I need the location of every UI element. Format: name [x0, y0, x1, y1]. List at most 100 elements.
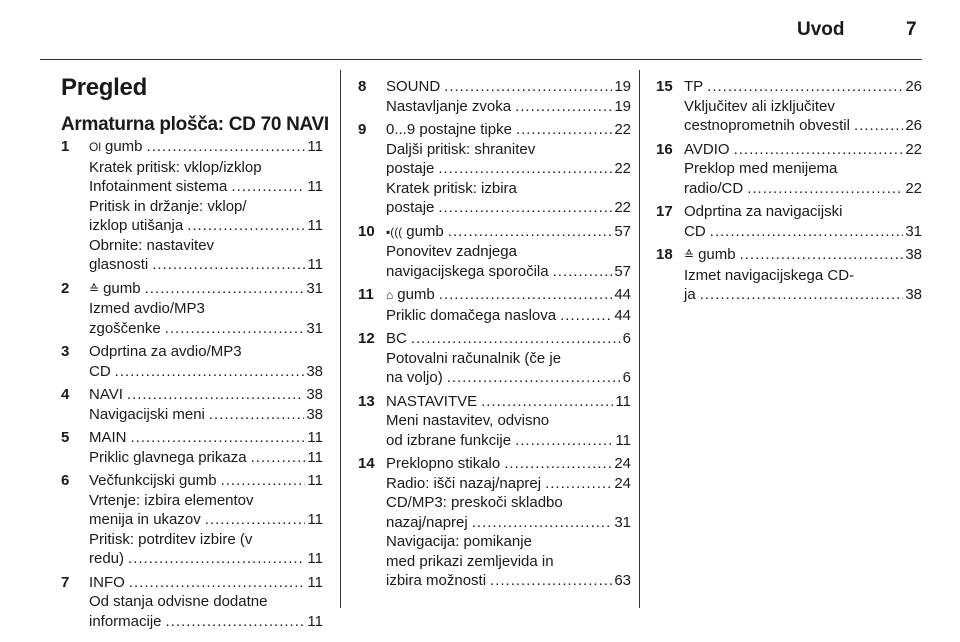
dot-leader: [740, 245, 904, 266]
entry-label: redu): [89, 550, 125, 567]
entry-line: Odprtina za avdio/MP3: [89, 342, 323, 362]
entry-label: AVDIO: [684, 140, 730, 158]
entry-text: Navigacijski meni: [89, 405, 205, 425]
entry-number: 2: [61, 279, 70, 297]
entry-number: 10: [358, 222, 375, 240]
entry-label: Daljši pritisk: shranitev: [386, 140, 536, 158]
entry-label: 0...9 postajne tipke: [386, 121, 512, 138]
entry-number: 4: [61, 386, 70, 403]
page-ref: 11: [307, 550, 323, 567]
home-icon: ⌂: [386, 288, 394, 302]
entry-line: AVDIO 22: [684, 140, 922, 160]
entry-text: Preklopno stikalo: [386, 454, 500, 474]
page-ref: 19: [614, 97, 631, 115]
dot-leader: [504, 454, 612, 474]
page-ref: 11: [307, 511, 323, 528]
page-heading: Pregled: [61, 74, 147, 101]
entry-text: menija in ukazov: [89, 510, 201, 530]
entry-text: Od stanja odvisne dodatne: [89, 592, 267, 612]
entry-label: cestnoprometnih obvestil: [684, 117, 850, 134]
entry-line: CD 38: [89, 362, 323, 382]
entry-text: Preklop med menijema: [684, 159, 837, 179]
entry-line: ≙gumb 31: [89, 279, 323, 300]
page-ref: 11: [307, 448, 323, 466]
dot-leader: [545, 474, 612, 494]
entry-number: 15: [656, 78, 673, 95]
entry-label: CD: [684, 222, 706, 240]
entry-text: ≙ gumb: [684, 245, 736, 266]
entry-label: med prikazi zemljevida in: [386, 552, 554, 570]
entry-label: izbira možnosti: [386, 572, 487, 589]
entry-line: Izmed avdio/MP3: [89, 299, 323, 319]
entry-text: SOUND: [386, 77, 440, 97]
entry-number: 12: [358, 330, 375, 347]
entry-label: informacije: [89, 612, 162, 630]
entry-line: Preklopno stikalo 24: [386, 454, 631, 474]
page-ref: 11: [307, 472, 323, 489]
header-rule: [40, 59, 922, 60]
dot-leader: [472, 513, 613, 533]
entry-label: Večfunkcijski gumb: [89, 472, 217, 489]
dot-leader: [854, 116, 903, 136]
page-ref: 24: [614, 474, 631, 492]
entry-line: Meni nastavitev, odvisno: [386, 411, 631, 431]
entry-line: postaje 22: [386, 198, 631, 218]
page-ref: 22: [614, 121, 631, 138]
entry-label: Odprtina za avdio/MP3: [89, 343, 242, 360]
entry-label: Navigacija: pomikanje: [386, 533, 532, 550]
page-number: 7: [906, 19, 917, 40]
entry-label: Navigacijski meni: [89, 405, 205, 423]
entry-line: nazaj/naprej 31: [386, 513, 631, 533]
page-ref: 11: [615, 431, 631, 449]
entry-label: Kratek pritisk: vklop/izklop: [89, 158, 262, 176]
page-ref: 11: [615, 392, 631, 410]
entry-text: Navigacija: pomikanje: [386, 532, 532, 552]
entry-line: Odprtina za navigacijski: [684, 202, 922, 222]
page-ref: 26: [905, 78, 922, 95]
entry-line: med prikazi zemljevida in: [386, 552, 631, 572]
entry-label: Potovalni računalnik (če je: [386, 349, 562, 367]
entry-text: na voljo): [386, 368, 443, 388]
entry-label: Pritisk: potrditev izbire (v: [89, 530, 253, 548]
dot-leader: [560, 306, 612, 326]
entry-label: postaje: [386, 160, 435, 177]
entry-line: Obrnite: nastavitev: [89, 236, 323, 256]
entry-label: menija in ukazov: [89, 511, 201, 528]
entry-line: ⌂gumb 44: [386, 285, 631, 306]
entry-text: postaje: [386, 159, 434, 179]
dot-leader: [439, 285, 613, 306]
entry-number: 6: [61, 472, 70, 489]
entry-line: NAVI 38: [89, 385, 323, 405]
page-ref: 38: [905, 246, 922, 263]
entry-text: Pritisk: potrditev izbire (v: [89, 530, 252, 550]
column-divider: [639, 70, 640, 608]
entry-text: Odprtina za navigacijski: [684, 202, 842, 222]
entry-line: Navigacija: pomikanje: [386, 532, 631, 552]
entry-text: od izbrane funkcije: [386, 431, 511, 451]
index-entry: 11 ⌂gumb 44 Priklic domačega naslova 44: [358, 285, 631, 325]
entry-text: Meni nastavitev, odvisno: [386, 411, 549, 431]
dot-leader: [444, 77, 612, 97]
entry-line: Nastavljanje zvoka 19: [386, 97, 631, 117]
entry-line: Priklic glavnega prikaza 11: [89, 448, 323, 468]
entry-text: CD/MP3: preskoči skladbo: [386, 493, 563, 513]
entry-text: Izmed avdio/MP3: [89, 299, 205, 319]
entry-line: redu) 11: [89, 549, 323, 569]
entry-text: redu): [89, 549, 124, 569]
entry-line: Pritisk in držanje: vklop/: [89, 197, 323, 217]
eject-audio-icon: ≙: [89, 281, 100, 296]
entry-line: Daljši pritisk: shranitev: [386, 140, 631, 160]
dot-leader: [205, 510, 306, 530]
entry-text: NASTAVITVE: [386, 392, 477, 412]
entry-line: glasnosti 11: [89, 255, 323, 275]
dot-leader: [438, 159, 612, 179]
dot-leader: [128, 549, 305, 569]
entry-text: informacije: [89, 612, 162, 632]
entry-number: 1: [61, 138, 70, 155]
entry-label: Priklic domačega naslova: [386, 306, 557, 324]
index-entry: 17 Odprtina za navigacijski CD 31: [656, 202, 922, 241]
entry-label: Odprtina za navigacijski: [684, 203, 843, 220]
page-ref: 31: [306, 319, 323, 337]
page-ref: 38: [905, 286, 922, 303]
